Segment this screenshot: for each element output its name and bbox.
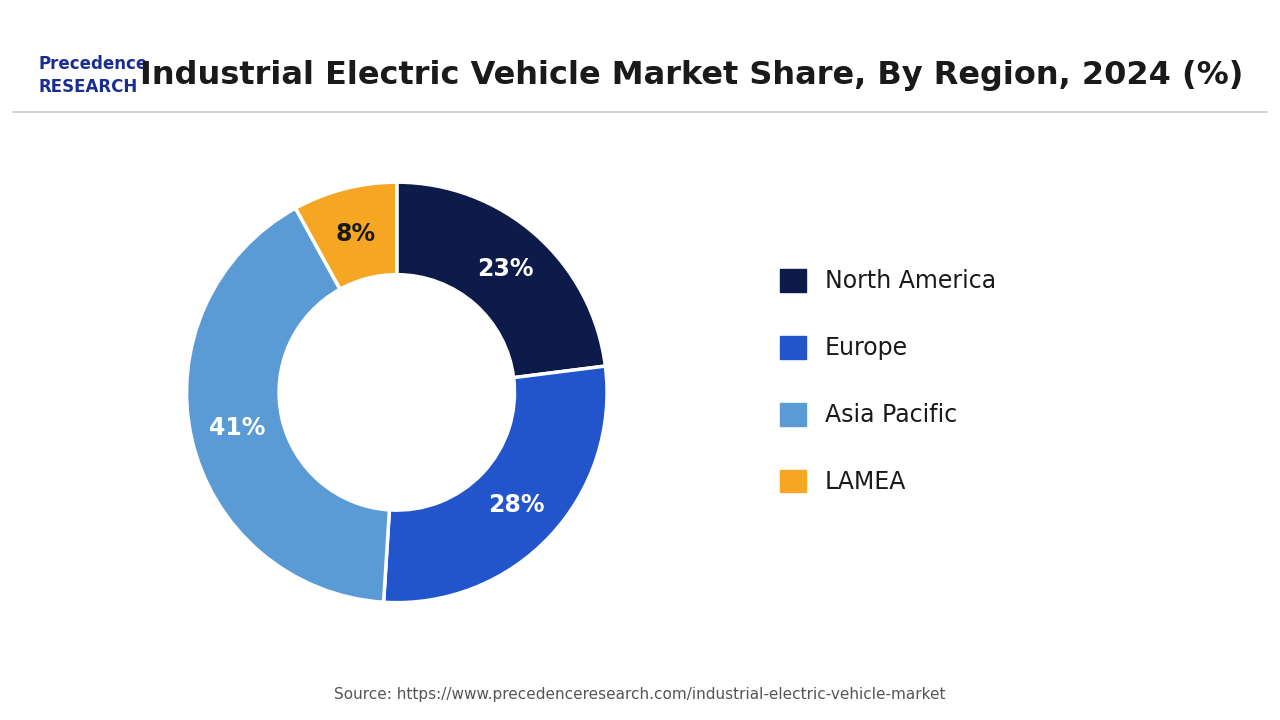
Legend: North America, Europe, Asia Pacific, LAMEA: North America, Europe, Asia Pacific, LAM… [780, 269, 996, 494]
Wedge shape [397, 182, 605, 378]
Wedge shape [296, 182, 397, 289]
Text: 28%: 28% [488, 492, 544, 517]
Text: Source: https://www.precedenceresearch.com/industrial-electric-vehicle-market: Source: https://www.precedenceresearch.c… [334, 688, 946, 702]
Wedge shape [384, 366, 607, 603]
Text: Precedence
RESEARCH: Precedence RESEARCH [38, 55, 147, 96]
Text: 8%: 8% [335, 222, 376, 246]
Text: 23%: 23% [477, 257, 534, 282]
Text: 41%: 41% [209, 416, 265, 440]
Wedge shape [187, 208, 389, 602]
Text: Industrial Electric Vehicle Market Share, By Region, 2024 (%): Industrial Electric Vehicle Market Share… [140, 60, 1243, 91]
